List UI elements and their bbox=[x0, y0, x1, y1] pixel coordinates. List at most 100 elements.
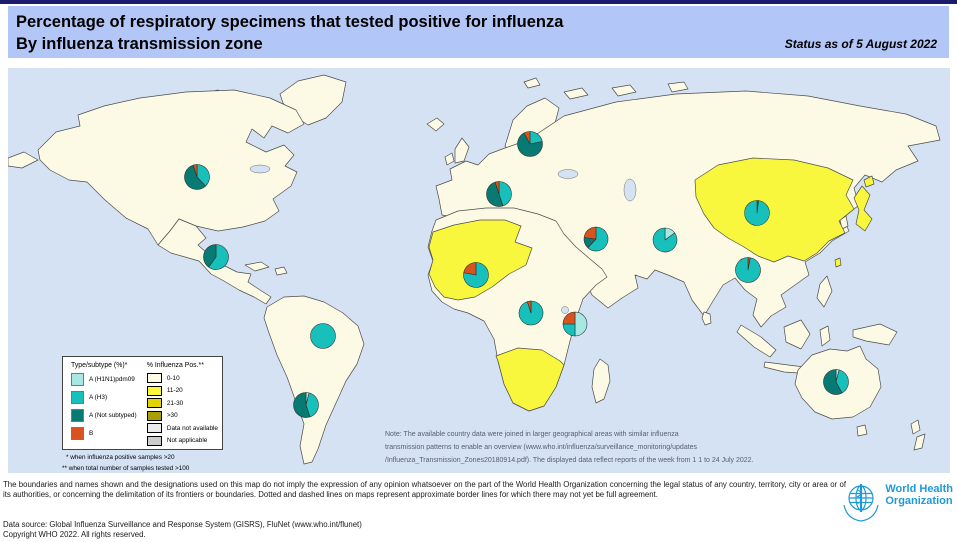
landmass-philippines bbox=[816, 275, 833, 308]
pie-slice bbox=[527, 300, 532, 314]
map-note-line3: /Influenza_Transmission_Zones20180914.pd… bbox=[385, 457, 754, 464]
legend-type-items: A (H1N1)pdm09 A (H3) A (Not subtyped) B bbox=[71, 373, 147, 440]
legend-item: 0-10 bbox=[146, 373, 218, 383]
legend-label: Data not available bbox=[166, 424, 218, 432]
legend-pos-items: 0-10 11-20 21-30 >30 Data not available Not a… bbox=[146, 373, 218, 446]
legend-swatch bbox=[71, 409, 84, 422]
pie-slice bbox=[463, 262, 489, 288]
data-source: Data source: Global Influenza Surveillan… bbox=[3, 520, 362, 529]
legend-label: A (Not subtyped) bbox=[89, 412, 137, 419]
legend-item: B bbox=[71, 427, 147, 440]
landmass-svalbard bbox=[523, 77, 541, 89]
copyright: Copyright WHO 2022. All rights reserved. bbox=[3, 530, 146, 539]
legend-item: A (H3) bbox=[71, 391, 147, 404]
landmass-sulawesi bbox=[819, 325, 831, 347]
pie-slice bbox=[517, 132, 543, 157]
caspian-sea bbox=[623, 178, 637, 202]
legend-label: >30 bbox=[166, 412, 178, 420]
landmass-madagascar bbox=[591, 358, 611, 404]
legend-swatch bbox=[146, 435, 162, 446]
landmass-ireland bbox=[444, 152, 455, 166]
legend-item: 21-30 bbox=[146, 398, 218, 409]
legend-swatch bbox=[146, 423, 162, 434]
landmass-new-zealand bbox=[913, 433, 926, 451]
legend-label: A (H1N1)pdm09 bbox=[89, 376, 135, 383]
legend-swatch bbox=[146, 410, 162, 421]
status-date: Status as of 5 August 2022 bbox=[784, 37, 937, 51]
zones-11-20-percent bbox=[428, 157, 875, 412]
landmass-sumatra bbox=[736, 324, 777, 358]
who-name-line2: Organization bbox=[885, 494, 953, 507]
pie-central-america-caribbean bbox=[203, 244, 229, 270]
legend-label: 0-10 bbox=[166, 374, 180, 382]
world-map bbox=[8, 68, 950, 473]
landmass-cuba bbox=[244, 261, 270, 272]
landmass-sri-lanka bbox=[701, 311, 712, 326]
pie-slice bbox=[744, 200, 770, 226]
pie-tropical-south-america bbox=[310, 323, 336, 349]
zone-eastern-asia bbox=[694, 157, 855, 263]
legend-footnote-1: * when influenza positive samples >20 bbox=[66, 454, 175, 461]
pie-eastern-africa bbox=[562, 311, 588, 337]
landmass-britain bbox=[454, 137, 470, 164]
landmass-chukotka bbox=[8, 151, 39, 169]
landmass-hispaniola bbox=[274, 266, 288, 276]
pie-slice bbox=[305, 392, 319, 418]
landmass-tasmania bbox=[856, 424, 868, 437]
pie-slice bbox=[208, 244, 229, 270]
landmass-north-america bbox=[37, 89, 305, 246]
zone-western-africa bbox=[428, 219, 533, 301]
pie-slice bbox=[823, 369, 843, 395]
pie-eastern-asia bbox=[744, 200, 770, 226]
legend-label: B bbox=[89, 430, 94, 437]
map-note-line2: transmission patterns to enable an overv… bbox=[385, 444, 698, 451]
page-subtitle: By influenza transmission zone bbox=[16, 35, 263, 53]
pie-south-east-asia bbox=[735, 257, 761, 283]
who-name-line1: World Health bbox=[885, 483, 953, 495]
landmass-borneo bbox=[783, 319, 811, 350]
legend-label: Not applicable bbox=[166, 437, 208, 445]
pie-slice bbox=[574, 311, 588, 337]
pie-slice bbox=[463, 262, 477, 276]
legend-swatch bbox=[146, 398, 162, 409]
legend-item: 11-20 bbox=[146, 385, 218, 396]
landmass-arctic-island bbox=[611, 84, 637, 97]
legend-item: >30 bbox=[146, 410, 218, 421]
pie-slice bbox=[587, 226, 609, 252]
page-title: Percentage of respiratory specimens that… bbox=[16, 13, 564, 31]
pie-middle-africa bbox=[518, 300, 544, 326]
inland-waters bbox=[249, 164, 637, 314]
pie-slice bbox=[184, 164, 206, 190]
legend-pos-title: % Influenza Pos.** bbox=[146, 362, 204, 369]
zone-japan bbox=[853, 185, 873, 232]
zone-japan-hokkaido bbox=[863, 175, 875, 188]
pie-temperate-south-america bbox=[293, 392, 319, 418]
pie-slice bbox=[735, 257, 761, 283]
who-emblem-icon bbox=[843, 484, 879, 522]
legend-footnotes: * when influenza positive samples >20 **… bbox=[62, 452, 189, 474]
great-lakes bbox=[249, 164, 271, 174]
map-area: Type/subtype (%)* A (H1N1)pdm09 A (H3) A (… bbox=[8, 68, 950, 473]
pie-slice bbox=[562, 311, 576, 325]
pie-slice bbox=[523, 131, 531, 145]
pie-northern-europe bbox=[517, 131, 543, 157]
legend-item: A (Not subtyped) bbox=[71, 409, 147, 422]
zone-taiwan bbox=[834, 257, 842, 268]
pie-slice bbox=[486, 181, 504, 207]
pie-western-asia bbox=[583, 226, 609, 252]
pie-slice bbox=[196, 164, 210, 187]
map-note: Note: The available country data were jo… bbox=[385, 428, 754, 467]
legend-label: A (H3) bbox=[89, 394, 108, 401]
pie-south-west-europe bbox=[486, 181, 512, 207]
pie-slice bbox=[494, 181, 500, 195]
pie-slice bbox=[652, 227, 678, 253]
legend-label: 11-20 bbox=[166, 387, 183, 395]
pie-western-africa bbox=[463, 262, 489, 288]
pie-slice bbox=[293, 392, 311, 418]
top-border bbox=[0, 0, 957, 4]
legend-swatch bbox=[71, 391, 84, 404]
pie-slice bbox=[583, 226, 597, 240]
legend-footnote-2: ** when total number of samples tested >… bbox=[62, 465, 190, 472]
pie-slice bbox=[192, 164, 198, 178]
